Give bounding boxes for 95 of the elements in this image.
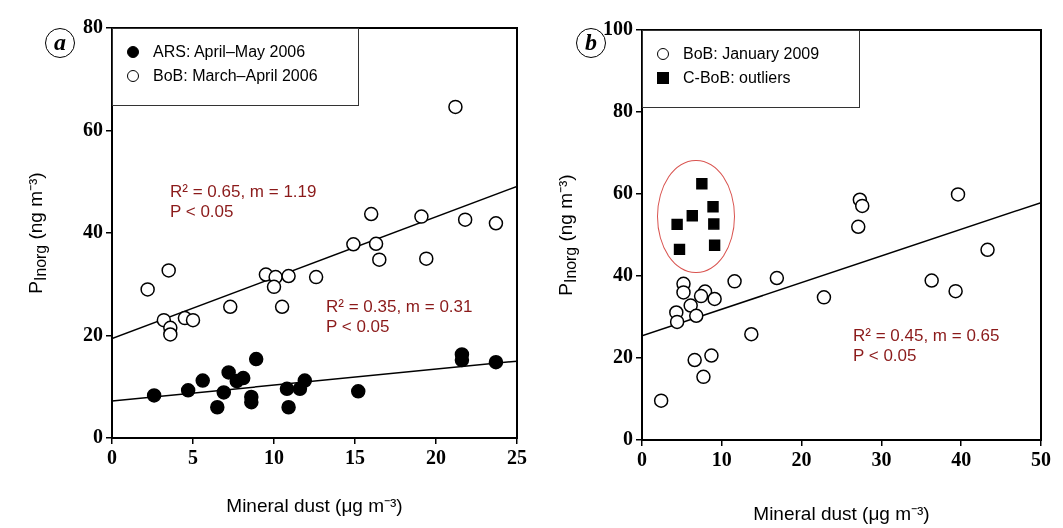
point <box>210 400 225 415</box>
legend-label: BoB: March–April 2006 <box>153 67 318 85</box>
x-tick-label: 40 <box>951 448 972 471</box>
point <box>687 352 702 368</box>
point <box>140 282 155 297</box>
legend-label: BoB: January 2009 <box>683 45 820 63</box>
point <box>950 187 966 202</box>
y-tick-label: 80 <box>83 15 103 38</box>
point <box>671 218 683 231</box>
x-tick-label: 0 <box>107 446 117 469</box>
point <box>216 385 232 400</box>
point <box>744 326 759 342</box>
point <box>488 354 504 370</box>
point <box>855 198 870 214</box>
chart-title: a <box>45 28 75 58</box>
point <box>308 269 324 285</box>
y-tick-label: 0 <box>93 425 103 448</box>
x-tick-label: 25 <box>507 446 527 469</box>
point <box>372 252 387 267</box>
annotation: R² = 0.65, m = 1.19 <box>170 182 317 202</box>
y-tick-label: 40 <box>613 263 633 286</box>
y-tick-label: 60 <box>613 181 633 204</box>
point <box>851 219 866 235</box>
point <box>146 388 162 403</box>
point <box>707 291 722 307</box>
point <box>281 400 296 415</box>
annotation: P < 0.05 <box>170 202 234 222</box>
point <box>223 299 238 315</box>
point <box>281 268 296 284</box>
legend-label: ARS: April–May 2006 <box>153 43 306 61</box>
point <box>185 312 201 328</box>
annotation: R² = 0.45, m = 0.65 <box>853 326 1000 346</box>
x-tick-label: 20 <box>791 448 812 471</box>
annotation: P < 0.05 <box>326 317 390 337</box>
y-tick-label: 60 <box>83 117 103 140</box>
point <box>696 178 708 190</box>
point <box>363 206 379 222</box>
x-tick-label: 50 <box>1031 448 1051 471</box>
point <box>708 239 721 251</box>
point <box>686 210 698 222</box>
point <box>161 263 176 278</box>
point <box>195 373 210 388</box>
legend-label: C-BoB: outliers <box>683 69 791 87</box>
point <box>448 99 463 115</box>
x-axis-title: Mineral dust (μg m⁻³) <box>226 494 403 518</box>
point <box>673 243 686 256</box>
point <box>727 274 742 289</box>
point <box>266 279 282 295</box>
point <box>924 273 939 288</box>
x-tick-label: 15 <box>345 446 365 469</box>
point <box>816 290 832 305</box>
point <box>676 285 691 300</box>
point <box>948 283 963 299</box>
y-tick-label: 20 <box>83 322 103 345</box>
chart-title: b <box>585 29 597 55</box>
point <box>221 365 236 380</box>
point <box>346 237 361 252</box>
y-tick-label: 0 <box>623 427 633 450</box>
annotation: P < 0.05 <box>853 346 917 366</box>
point <box>696 369 711 385</box>
x-tick-label: 5 <box>188 446 198 469</box>
point <box>683 298 698 313</box>
point <box>163 327 178 342</box>
point <box>689 308 704 324</box>
point <box>708 218 720 230</box>
point <box>368 236 384 252</box>
point <box>669 314 685 330</box>
point <box>693 288 709 304</box>
point <box>235 370 251 386</box>
point <box>414 209 429 224</box>
x-tick-label: 30 <box>871 448 892 471</box>
point <box>488 216 504 231</box>
point <box>457 212 473 227</box>
x-tick-label: 10 <box>264 446 284 469</box>
y-tick-label: 20 <box>613 345 633 368</box>
x-axis-title: Mineral dust (μg m⁻³) <box>753 502 930 526</box>
point <box>279 381 295 397</box>
point <box>350 384 366 399</box>
point <box>980 242 995 258</box>
point <box>707 201 719 213</box>
point <box>419 251 434 266</box>
point <box>274 299 290 315</box>
annotation: R² = 0.35, m = 0.31 <box>326 297 473 317</box>
x-tick-label: 20 <box>426 446 446 469</box>
point <box>653 393 669 408</box>
y-tick-label: 80 <box>613 99 633 122</box>
point <box>297 373 313 388</box>
point <box>180 383 196 398</box>
point <box>248 351 264 367</box>
point <box>704 348 719 363</box>
y-tick-label: 40 <box>83 220 103 243</box>
y-tick-label: 100 <box>603 17 633 40</box>
x-tick-label: 10 <box>711 448 732 471</box>
x-tick-label: 0 <box>637 448 647 471</box>
point <box>769 270 785 286</box>
